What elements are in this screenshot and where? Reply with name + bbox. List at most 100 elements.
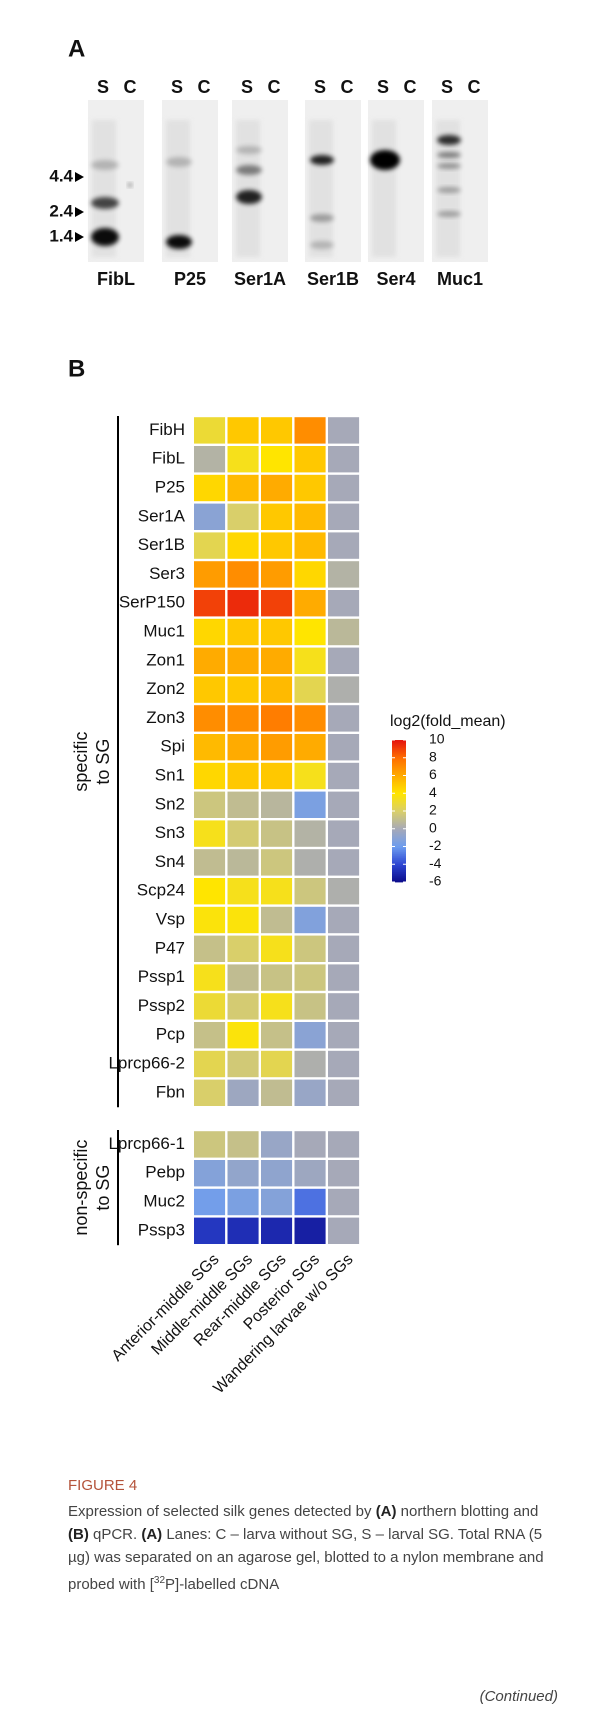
heat-cell	[228, 734, 259, 760]
heat-cell	[261, 1051, 292, 1077]
heat-cell	[261, 504, 292, 530]
heat-cell	[194, 1218, 225, 1244]
heat-cell	[295, 878, 326, 904]
heat-cell	[261, 1218, 292, 1244]
heat-cell	[228, 936, 259, 962]
marker-arrow	[75, 207, 84, 217]
heat-cell	[261, 907, 292, 933]
row-label: Ser1B	[138, 535, 185, 554]
heat-cell	[261, 417, 292, 443]
row-label: FibH	[149, 420, 185, 439]
colorbar-tick-label: 6	[429, 766, 437, 782]
heat-cell	[194, 475, 225, 501]
heat-cell	[194, 820, 225, 846]
colorbar-tick-label: 4	[429, 784, 437, 800]
heat-cell	[328, 1218, 359, 1244]
heat-cell	[295, 964, 326, 990]
heat-cell	[295, 475, 326, 501]
caption-segment: northern blotting and	[397, 1503, 539, 1520]
heat-cell	[295, 936, 326, 962]
heat-cell	[295, 561, 326, 587]
heat-cell	[228, 590, 259, 616]
row-label: P25	[155, 477, 185, 496]
continued: (Continued)	[68, 1685, 558, 1708]
heat-cell	[295, 676, 326, 702]
heat-cell	[328, 1080, 359, 1106]
blot-band	[310, 241, 334, 249]
heat-cell	[328, 849, 359, 875]
blot-band	[437, 135, 461, 145]
blot-smear	[372, 120, 396, 257]
colorbar-tick-label: -2	[429, 837, 442, 853]
colorbar-tick-label: 0	[429, 819, 437, 835]
heat-cell	[194, 504, 225, 530]
heat-cell	[228, 849, 259, 875]
size-marker: 4.4	[49, 166, 73, 185]
heat-cell	[295, 504, 326, 530]
heat-cell	[328, 964, 359, 990]
heat-cell	[328, 532, 359, 558]
size-marker: 2.4	[49, 201, 73, 220]
row-label: Sn2	[155, 794, 185, 813]
heat-cell	[295, 532, 326, 558]
heat-cell	[228, 619, 259, 645]
heat-cell	[194, 907, 225, 933]
heat-cell	[261, 676, 292, 702]
heat-cell	[295, 820, 326, 846]
blot-band	[370, 150, 400, 170]
heat-cell	[261, 878, 292, 904]
group-label: non-specific	[71, 1140, 91, 1236]
heat-cell	[194, 1080, 225, 1106]
heat-cell	[328, 590, 359, 616]
marker-arrow	[75, 232, 84, 242]
row-label: SerP150	[119, 593, 185, 612]
heat-cell	[261, 561, 292, 587]
lane-header: S	[377, 77, 389, 97]
caption-segment: qPCR.	[89, 1526, 142, 1543]
lane-header: C	[404, 77, 417, 97]
heat-cell	[261, 446, 292, 472]
heat-cell	[194, 561, 225, 587]
caption-text: Expression of selected silk genes detect…	[68, 1500, 558, 1596]
heat-cell	[194, 849, 225, 875]
heat-cell	[228, 1022, 259, 1048]
heat-cell	[228, 475, 259, 501]
heat-cell	[194, 532, 225, 558]
heat-cell	[261, 532, 292, 558]
heat-cell	[295, 1051, 326, 1077]
blot-band	[166, 235, 192, 249]
heat-cell	[194, 936, 225, 962]
blot-band	[310, 155, 334, 165]
caption-segment: 32	[154, 1575, 165, 1586]
heat-cell	[194, 1051, 225, 1077]
figure: A B SCFibLSCP25SCSer1ASCSer1BSCSer4SCMuc…	[0, 0, 614, 1440]
heat-cell	[328, 763, 359, 789]
lane-label: Ser1B	[307, 269, 359, 289]
heat-cell	[328, 936, 359, 962]
row-label: Sn4	[155, 852, 185, 871]
heat-cell	[328, 705, 359, 731]
heat-cell	[228, 446, 259, 472]
heat-cell	[194, 705, 225, 731]
row-label: Ser1A	[138, 506, 186, 525]
row-label: Pssp1	[138, 967, 185, 986]
heat-cell	[295, 993, 326, 1019]
figure-label: FIGURE 4	[68, 1474, 558, 1497]
row-label: Lprcp66-1	[108, 1134, 185, 1153]
heat-cell	[194, 417, 225, 443]
heat-cell	[228, 907, 259, 933]
row-label: Zon3	[146, 708, 185, 727]
colorbar-tick-label: -6	[429, 873, 442, 889]
lane-header: C	[124, 77, 137, 97]
heat-cell	[194, 446, 225, 472]
heat-cell	[228, 1131, 259, 1157]
row-label: Pcp	[156, 1025, 185, 1044]
heat-cell	[228, 1218, 259, 1244]
heat-cell	[295, 1218, 326, 1244]
lane-header: S	[441, 77, 453, 97]
lane-header: C	[341, 77, 354, 97]
panel-label: A	[68, 35, 85, 62]
blot-band	[91, 228, 119, 246]
lane-label: FibL	[97, 269, 135, 289]
blot-band	[236, 190, 262, 204]
